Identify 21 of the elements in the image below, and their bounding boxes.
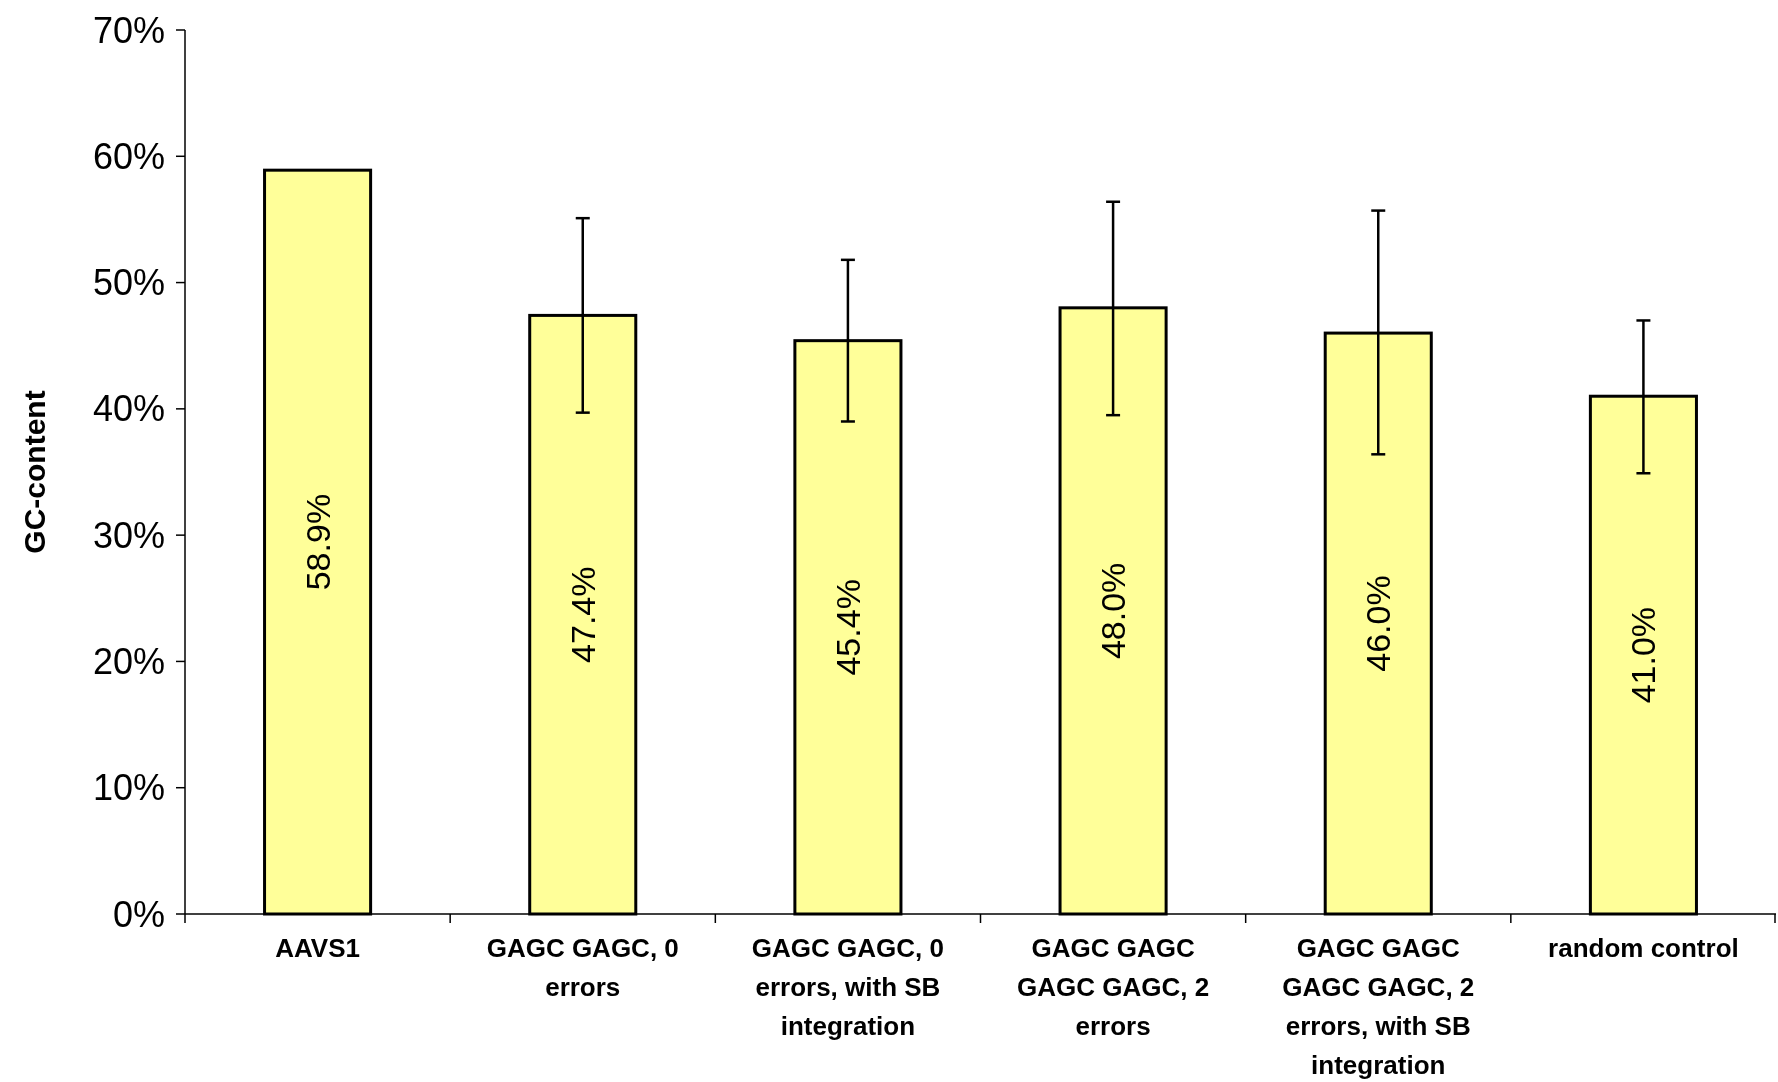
- x-tick-label: GAGC GAGC, 0 errors, with SB integration: [751, 933, 944, 1041]
- y-tick-label: 40%: [92, 388, 165, 430]
- data-label: 48.0%: [1094, 562, 1133, 660]
- data-label: 58.9%: [298, 493, 337, 591]
- x-tick-label: AAVS1: [275, 933, 360, 963]
- y-tick-label: 50%: [92, 262, 165, 304]
- y-tick-label: 20%: [92, 640, 165, 682]
- y-tick-label: 10%: [92, 767, 165, 809]
- y-tick-label: 30%: [92, 514, 165, 556]
- data-label: 47.4%: [563, 566, 602, 663]
- y-axis-title: GC-content: [18, 390, 51, 554]
- y-tick-label: 0%: [112, 893, 165, 935]
- x-tick-label: GAGC GAGC, 0 errors: [486, 933, 679, 1002]
- data-label: 41.0%: [1624, 606, 1663, 704]
- x-tick-label: GAGC GAGC GAGC GAGC, 2 errors: [1017, 933, 1210, 1041]
- data-label: 45.4%: [828, 579, 867, 676]
- y-tick-label: 70%: [92, 9, 165, 51]
- x-tick-label: GAGC GAGC GAGC GAGC, 2 errors, with SB integration: [1282, 933, 1475, 1080]
- x-tick-label: random control: [1548, 933, 1739, 963]
- y-tick-label: 60%: [92, 135, 165, 177]
- data-label: 46.0%: [1359, 575, 1398, 672]
